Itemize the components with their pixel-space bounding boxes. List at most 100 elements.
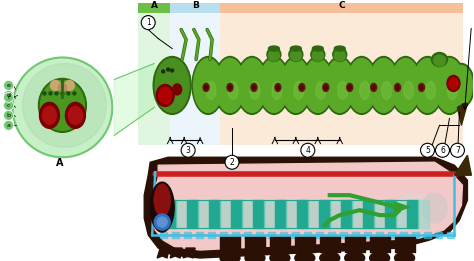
Ellipse shape bbox=[50, 80, 61, 90]
Ellipse shape bbox=[324, 85, 327, 90]
Text: a: a bbox=[7, 123, 10, 128]
Ellipse shape bbox=[299, 84, 305, 91]
Circle shape bbox=[436, 143, 449, 157]
Bar bbox=[295, 237, 315, 252]
Ellipse shape bbox=[291, 50, 301, 61]
Text: B: B bbox=[191, 1, 199, 10]
Ellipse shape bbox=[159, 87, 172, 103]
Bar bbox=[395, 237, 415, 252]
Ellipse shape bbox=[395, 84, 401, 91]
Ellipse shape bbox=[295, 252, 315, 261]
Bar bbox=[232, 232, 239, 238]
Text: e: e bbox=[7, 83, 10, 88]
Bar bbox=[447, 232, 455, 238]
Ellipse shape bbox=[382, 81, 392, 99]
Circle shape bbox=[67, 92, 70, 95]
Polygon shape bbox=[457, 103, 467, 125]
Text: d: d bbox=[7, 93, 10, 98]
Bar bbox=[170, 3, 220, 13]
Bar bbox=[245, 237, 265, 252]
Ellipse shape bbox=[206, 81, 216, 99]
Bar bbox=[196, 232, 203, 238]
Bar bbox=[275, 200, 286, 228]
Bar bbox=[400, 232, 407, 238]
Ellipse shape bbox=[275, 84, 281, 91]
Circle shape bbox=[4, 90, 14, 100]
Ellipse shape bbox=[203, 84, 209, 91]
Ellipse shape bbox=[280, 57, 312, 114]
Circle shape bbox=[4, 92, 14, 102]
Ellipse shape bbox=[320, 252, 340, 261]
Text: C: C bbox=[338, 1, 345, 10]
Circle shape bbox=[73, 92, 76, 95]
Ellipse shape bbox=[228, 85, 231, 90]
Ellipse shape bbox=[368, 57, 400, 114]
Ellipse shape bbox=[294, 81, 304, 99]
Text: b: b bbox=[7, 113, 10, 118]
Polygon shape bbox=[114, 63, 154, 135]
Circle shape bbox=[4, 110, 14, 120]
Ellipse shape bbox=[268, 46, 279, 51]
Bar bbox=[138, 3, 170, 13]
Polygon shape bbox=[170, 248, 182, 258]
Ellipse shape bbox=[346, 84, 353, 91]
Bar bbox=[165, 200, 176, 228]
Ellipse shape bbox=[360, 81, 370, 99]
Bar bbox=[319, 200, 330, 228]
Ellipse shape bbox=[396, 85, 399, 90]
Bar bbox=[418, 200, 428, 228]
Ellipse shape bbox=[58, 84, 66, 91]
Bar bbox=[436, 232, 443, 238]
Ellipse shape bbox=[348, 85, 351, 90]
Ellipse shape bbox=[156, 85, 174, 106]
Ellipse shape bbox=[303, 58, 332, 112]
Circle shape bbox=[181, 143, 195, 157]
Ellipse shape bbox=[302, 57, 334, 114]
Ellipse shape bbox=[338, 81, 348, 99]
Circle shape bbox=[301, 143, 315, 157]
Bar bbox=[352, 232, 359, 238]
Ellipse shape bbox=[220, 252, 240, 261]
Polygon shape bbox=[455, 155, 472, 175]
Bar bbox=[341, 200, 352, 228]
Bar bbox=[297, 200, 308, 228]
Ellipse shape bbox=[245, 252, 265, 261]
Bar bbox=[345, 237, 365, 252]
Ellipse shape bbox=[334, 50, 345, 61]
Ellipse shape bbox=[173, 84, 182, 95]
Text: c: c bbox=[7, 103, 10, 108]
Ellipse shape bbox=[450, 66, 473, 105]
Ellipse shape bbox=[370, 252, 390, 261]
Text: A: A bbox=[151, 1, 158, 10]
Ellipse shape bbox=[259, 58, 288, 112]
Ellipse shape bbox=[236, 57, 268, 114]
Bar bbox=[176, 200, 187, 228]
Bar bbox=[407, 200, 418, 228]
Ellipse shape bbox=[311, 48, 325, 62]
Circle shape bbox=[154, 214, 170, 230]
Bar bbox=[160, 232, 167, 238]
Ellipse shape bbox=[39, 102, 59, 128]
Circle shape bbox=[10, 56, 114, 159]
Ellipse shape bbox=[449, 78, 458, 89]
Ellipse shape bbox=[422, 193, 447, 223]
Text: A: A bbox=[55, 158, 63, 168]
Ellipse shape bbox=[38, 79, 86, 132]
Ellipse shape bbox=[228, 81, 238, 99]
Ellipse shape bbox=[251, 84, 257, 91]
Bar bbox=[138, 11, 170, 145]
Ellipse shape bbox=[276, 85, 279, 90]
Bar bbox=[270, 237, 290, 252]
Bar bbox=[376, 232, 383, 238]
Bar bbox=[264, 200, 275, 228]
Text: 7: 7 bbox=[455, 146, 460, 155]
Ellipse shape bbox=[395, 252, 415, 261]
Ellipse shape bbox=[347, 58, 376, 112]
Bar bbox=[388, 232, 395, 238]
Bar bbox=[352, 200, 363, 228]
Bar bbox=[231, 200, 242, 228]
Bar bbox=[170, 11, 220, 145]
Bar bbox=[208, 232, 215, 238]
Circle shape bbox=[225, 155, 239, 169]
Circle shape bbox=[420, 143, 435, 157]
